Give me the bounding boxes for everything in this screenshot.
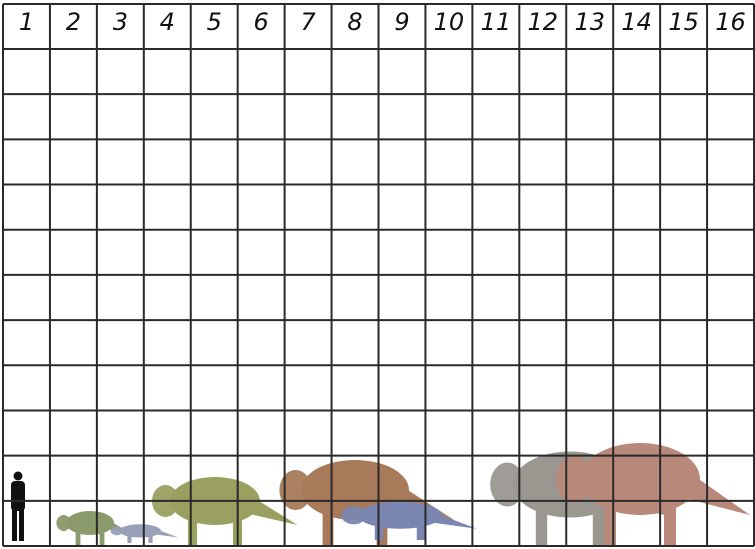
column-number: 15	[668, 8, 699, 36]
column-number: 7	[300, 8, 316, 36]
column-number: 13	[574, 8, 606, 36]
human-silhouette	[11, 471, 25, 541]
column-number: 10	[433, 8, 465, 36]
dinosaur-horned-tan	[279, 460, 454, 545]
column-number: 2	[65, 8, 82, 36]
column-number: 16	[715, 8, 746, 36]
column-number: 9	[394, 8, 410, 36]
column-number: 14	[621, 8, 652, 36]
column-number: 3	[112, 8, 129, 36]
column-number: 4	[159, 8, 175, 36]
column-number: 11	[480, 8, 512, 36]
column-number: 12	[527, 8, 559, 36]
column-number: 8	[347, 8, 363, 36]
dinosaur-small-blue	[110, 524, 179, 543]
dinosaur-horned-green	[152, 477, 298, 545]
column-number: 5	[206, 8, 222, 36]
column-number: 1	[18, 8, 35, 36]
column-number: 6	[253, 8, 269, 36]
